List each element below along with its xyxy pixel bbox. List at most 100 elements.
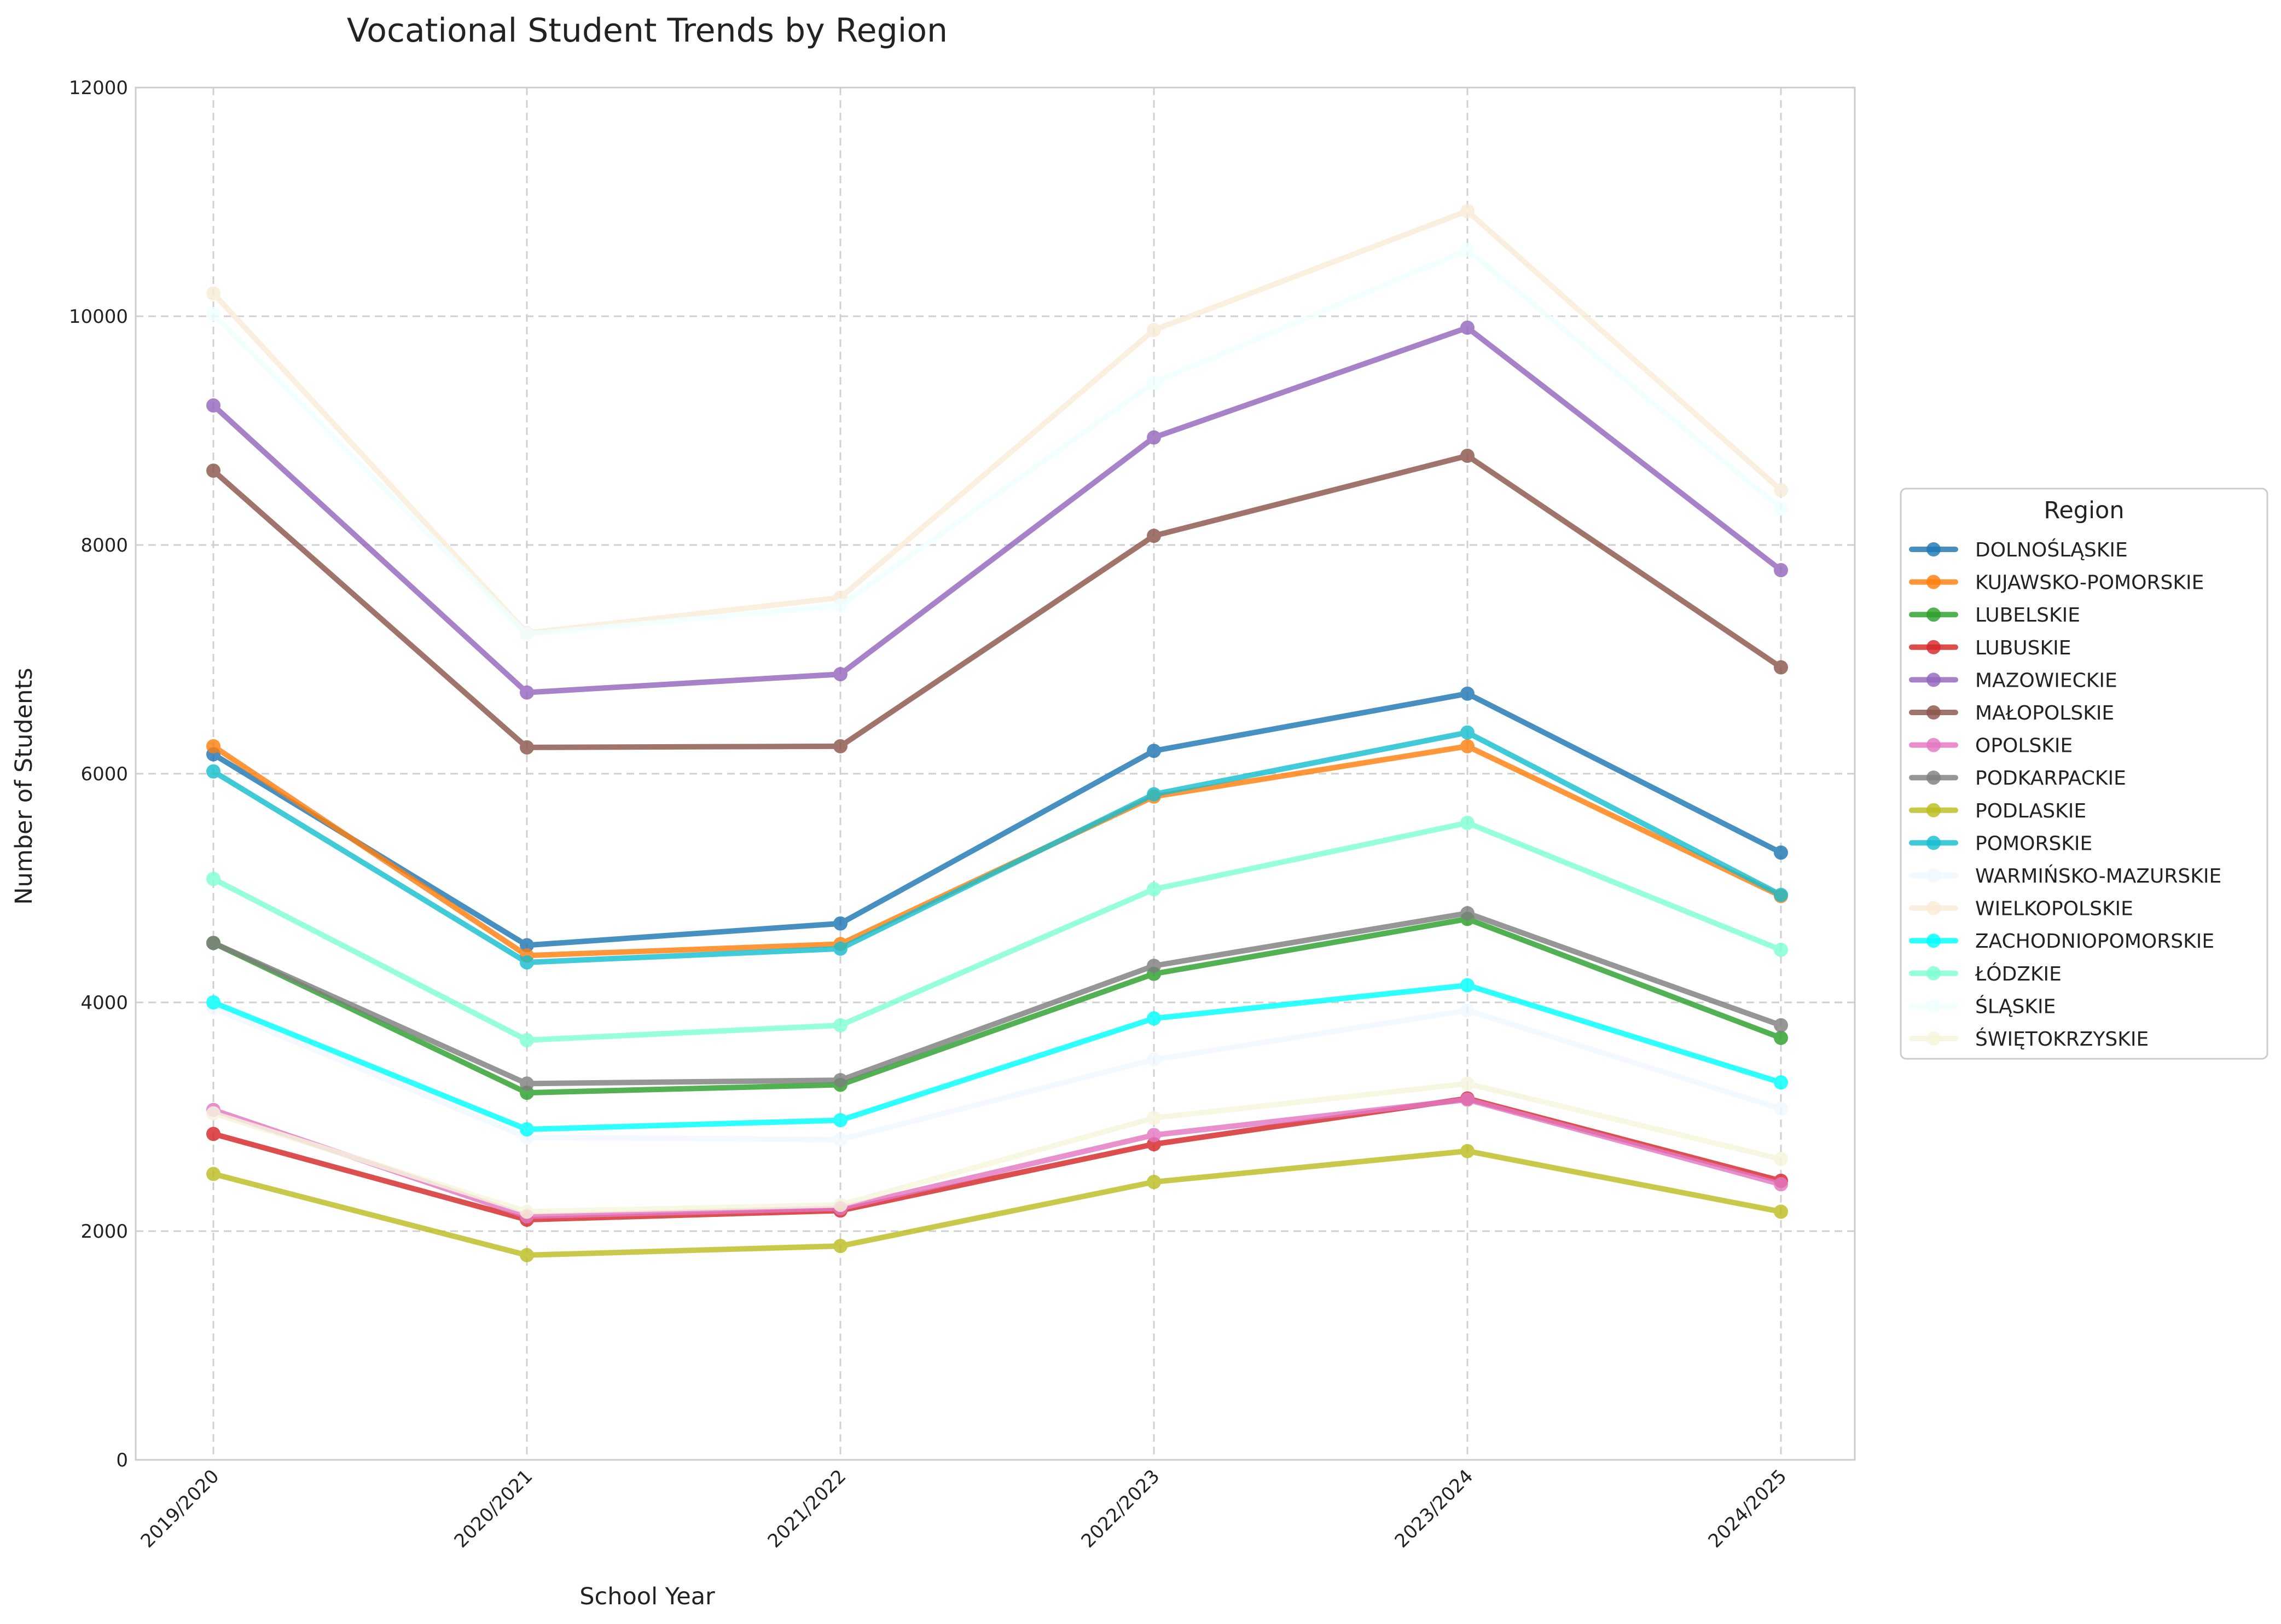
legend-label: PODKARPACKIE (1975, 767, 2126, 790)
series-14 (206, 242, 1788, 642)
legend-marker (1926, 607, 1941, 622)
data-point (1774, 888, 1788, 902)
legend-marker (1926, 1031, 1941, 1046)
y-tick-label: 12000 (69, 77, 128, 99)
series-15 (206, 1076, 1788, 1219)
x-tick-label: 2019/2020 (137, 1465, 224, 1552)
data-point (1147, 959, 1161, 973)
data-point (833, 1239, 848, 1254)
data-point (206, 1167, 220, 1181)
series-line (211, 1097, 1784, 1219)
data-point (520, 740, 534, 755)
data-point (520, 627, 534, 642)
y-axis-ticks: 0 2000 4000 6000 8000 10000 12000 (69, 77, 128, 1471)
data-point (1147, 787, 1161, 802)
data-point (206, 398, 220, 413)
data-point (1147, 375, 1161, 390)
series-5 (206, 448, 1788, 755)
data-point (206, 995, 220, 1010)
legend-marker (1926, 705, 1941, 720)
grid (136, 86, 1855, 1461)
data-point (1147, 529, 1161, 543)
data-point (1460, 978, 1475, 993)
data-point (520, 938, 534, 953)
legend-label: ŚWIĘTOKRZYSKIE (1975, 1028, 2149, 1051)
data-point (206, 764, 220, 779)
y-tick-label: 4000 (80, 992, 128, 1014)
legend-label: OPOLSKIE (1975, 735, 2073, 757)
data-point (1460, 204, 1475, 218)
data-point (206, 1127, 220, 1141)
legend-label: KUJAWSKO-POMORSKIE (1975, 572, 2204, 594)
data-point (833, 598, 848, 613)
legend-label: ŁÓDZKIE (1975, 962, 2062, 985)
data-point (1147, 744, 1161, 758)
legend-item: WIELKOPOLSKIE (1909, 898, 2133, 920)
y-tick-label: 6000 (80, 763, 128, 785)
legend-item: LUBELSKIE (1909, 604, 2080, 627)
series-line (211, 1148, 1784, 1258)
data-point (1460, 1144, 1475, 1158)
legend-label: DOLNOŚLĄSKIE (1975, 538, 2128, 561)
series-11 (206, 204, 1788, 640)
data-point (1774, 1075, 1788, 1090)
series-9 (206, 725, 1788, 970)
series-line (211, 1081, 1784, 1215)
y-tick-label: 8000 (80, 535, 128, 556)
legend-label: WIELKOPOLSKIE (1975, 898, 2133, 920)
legend-label: LUBUSKIE (1975, 637, 2071, 659)
data-point (206, 739, 220, 753)
legend-label: ZACHODNIOPOMORSKIE (1975, 930, 2214, 953)
series-line (211, 324, 1784, 695)
data-point (833, 1113, 848, 1128)
data-point (1460, 1092, 1475, 1107)
data-point (1460, 725, 1475, 740)
data-point (520, 1076, 534, 1091)
data-point (1147, 1011, 1161, 1026)
legend-item: OPOLSKIE (1909, 735, 2073, 757)
legend-item: KUJAWSKO-POMORSKIE (1909, 572, 2204, 594)
legend-marker (1926, 999, 1941, 1013)
legend-marker (1926, 542, 1941, 556)
data-point (1460, 448, 1475, 463)
legend-item: ŁÓDZKIE (1909, 962, 2062, 985)
legend-item: ZACHODNIOPOMORSKIE (1909, 930, 2214, 953)
legend-marker (1926, 836, 1941, 850)
legend-marker (1926, 672, 1941, 687)
data-point (206, 463, 220, 478)
data-point (1774, 942, 1788, 957)
legend-label: WARMIŃSKO-MAZURSKIE (1975, 865, 2221, 888)
y-tick-label: 10000 (69, 306, 128, 328)
data-point (206, 306, 220, 321)
legend-item: MAŁOPOLSKIE (1909, 702, 2114, 724)
series-line (211, 982, 1784, 1132)
legend-item: ŚWIĘTOKRZYSKIE (1909, 1028, 2149, 1051)
series-12 (206, 978, 1788, 1136)
legend-title: Region (2044, 497, 2124, 524)
series-line (211, 916, 1784, 1096)
legend-marker (1926, 640, 1941, 654)
data-point (1774, 483, 1788, 497)
data-point (833, 1073, 848, 1088)
series-8 (206, 1144, 1788, 1262)
plot-area (135, 86, 1856, 1461)
data-point (1147, 1052, 1161, 1067)
series-6 (206, 1092, 1788, 1223)
data-point (206, 936, 220, 950)
legend-item: PODLASKIE (1909, 800, 2086, 822)
data-point (833, 739, 848, 753)
x-tick-label: 2024/2025 (1704, 1465, 1791, 1552)
data-point (833, 1132, 848, 1147)
legend-item: WARMIŃSKO-MAZURSKIE (1909, 865, 2221, 888)
legend-label: MAZOWIECKIE (1975, 669, 2117, 692)
data-point (206, 872, 220, 886)
y-tick-label: 2000 (80, 1221, 128, 1243)
data-point (1460, 686, 1475, 701)
legend-box (1900, 488, 2268, 1060)
data-point (1774, 562, 1788, 577)
data-point (833, 667, 848, 682)
series-line (211, 820, 1784, 1043)
legend-label: POMORSKIE (1975, 832, 2092, 855)
series-line (211, 247, 1784, 637)
x-tick-label: 2022/2023 (1077, 1465, 1164, 1552)
